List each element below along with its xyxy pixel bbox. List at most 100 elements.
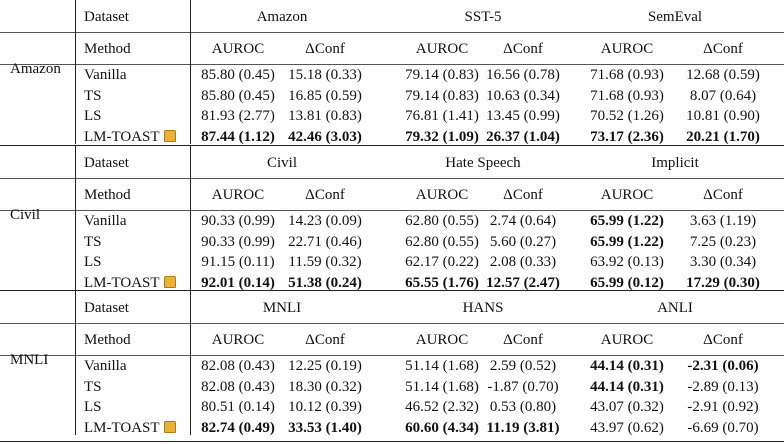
method-name: Vanilla [84, 67, 127, 83]
table-cell: 0.53 (0.80) [489, 399, 557, 415]
dataset-name: Hate Speech [445, 155, 521, 171]
table-cell: 20.21 (1.70) [686, 128, 760, 145]
method-name: LS [84, 399, 102, 415]
table-cell: 65.99 (0.12) [590, 274, 664, 291]
table-cell: 2.59 (0.52) [489, 358, 557, 374]
dataset-name: MNLI [262, 300, 302, 316]
dataset-name: SemEval [647, 9, 703, 25]
table-cell: 51.14 (1.68) [405, 358, 479, 374]
dconf-header: ΔConf [305, 41, 345, 57]
group-separator [0, 290, 784, 291]
table-cell: 16.85 (0.59) [288, 87, 362, 104]
method-name: TS [84, 87, 102, 104]
dconf-header: ΔConf [503, 332, 543, 348]
table-cell: 12.57 (2.47) [486, 274, 560, 291]
dconf-header: ΔConf [305, 187, 345, 203]
header-rule [0, 355, 784, 356]
method-name: TS [84, 378, 102, 395]
auroc-header: AUROC [415, 332, 469, 348]
column-rule [75, 146, 76, 290]
table-cell: 92.01 (0.14) [201, 274, 275, 291]
header-rule [0, 178, 784, 179]
method-name: Vanilla [84, 213, 127, 229]
bottom-rule [0, 441, 784, 442]
table-cell: 44.14 (0.31) [590, 358, 664, 374]
table-cell: 71.68 (0.93) [590, 67, 664, 83]
method-header-label: Method [84, 332, 131, 348]
table-cell: 87.44 (1.12) [201, 128, 275, 145]
table-cell: -2.31 (0.06) [687, 358, 759, 374]
dataset-name: SST-5 [464, 9, 502, 25]
table-cell: 44.14 (0.31) [590, 378, 664, 395]
table-cell: 85.80 (0.45) [201, 67, 275, 83]
method-name: LS [84, 254, 102, 270]
table-cell: 12.68 (0.59) [686, 67, 760, 83]
table-cell: 43.97 (0.62) [590, 419, 664, 436]
table-cell: 62.80 (0.55) [405, 213, 479, 229]
table-cell: 22.71 (0.46) [288, 233, 362, 250]
table-cell: 13.81 (0.83) [288, 108, 362, 124]
dconf-header: ΔConf [503, 187, 543, 203]
table-cell: 79.32 (1.09) [405, 128, 479, 145]
table-cell: 79.14 (0.83) [405, 67, 479, 83]
method-name: Vanilla [84, 358, 127, 374]
table-cell: 2.08 (0.33) [489, 254, 557, 270]
table-cell: 17.29 (0.30) [686, 274, 760, 291]
dataset-header-label: Dataset [84, 9, 129, 25]
table-cell: 3.63 (1.19) [689, 213, 757, 229]
column-rule [190, 146, 191, 290]
table-cell: 18.30 (0.32) [288, 378, 362, 395]
table-cell: -1.87 (0.70) [487, 378, 559, 395]
auroc-header: AUROC [211, 332, 265, 348]
dconf-header: ΔConf [703, 41, 743, 57]
dataset-name: HANS [462, 300, 504, 316]
toast-icon [163, 275, 176, 288]
header-rule [0, 32, 784, 33]
auroc-header: AUROC [415, 41, 469, 57]
dataset-name: Civil [266, 155, 298, 171]
table-cell: 51.38 (0.24) [288, 274, 362, 291]
toast-icon [163, 420, 176, 433]
table-cell: 82.08 (0.43) [201, 378, 275, 395]
table-cell: 14.23 (0.09) [288, 213, 362, 229]
table-cell: 46.52 (2.32) [405, 399, 479, 415]
method-name: TS [84, 233, 102, 250]
table-cell: 12.25 (0.19) [288, 358, 362, 374]
column-rule [75, 0, 76, 144]
table-cell: 76.81 (1.41) [405, 108, 479, 124]
table-cell: 11.19 (3.81) [486, 419, 560, 436]
dataset-name: Implicit [651, 155, 699, 171]
column-rule [190, 0, 191, 144]
method-header-label: Method [84, 187, 131, 203]
table-cell: 62.80 (0.55) [405, 233, 479, 250]
method-header-label: Method [84, 41, 131, 57]
table-cell: 2.74 (0.64) [489, 213, 557, 229]
table-cell: 73.17 (2.36) [590, 128, 664, 145]
dataset-name: Amazon [256, 9, 308, 25]
toast-icon [163, 129, 176, 142]
table-cell: 70.52 (1.26) [590, 108, 664, 124]
method-name: LM-TOAST [84, 128, 176, 146]
table-cell: 81.93 (2.77) [201, 108, 275, 124]
table-cell: 79.14 (0.83) [405, 87, 479, 104]
dconf-header: ΔConf [703, 187, 743, 203]
table-cell: 51.14 (1.68) [405, 378, 479, 395]
table-cell: 10.81 (0.90) [686, 108, 760, 124]
table-cell: 82.74 (0.49) [201, 419, 275, 436]
auroc-header: AUROC [600, 187, 654, 203]
table-cell: 90.33 (0.99) [201, 233, 275, 250]
table-cell: -2.91 (0.92) [687, 399, 759, 415]
column-rule [75, 291, 76, 435]
table-cell: 63.92 (0.13) [590, 254, 664, 270]
table-cell: 10.63 (0.34) [486, 87, 560, 104]
group-separator [0, 145, 784, 146]
dconf-header: ΔConf [503, 41, 543, 57]
table-cell: 13.45 (0.99) [486, 108, 560, 124]
table-cell: 85.80 (0.45) [201, 87, 275, 104]
table-cell: 60.60 (4.34) [405, 419, 479, 436]
table-cell: 65.55 (1.76) [405, 274, 479, 291]
table-cell: 3.30 (0.34) [689, 254, 757, 270]
table-cell: 65.99 (1.22) [590, 233, 664, 250]
group-label: Amazon [10, 61, 61, 77]
